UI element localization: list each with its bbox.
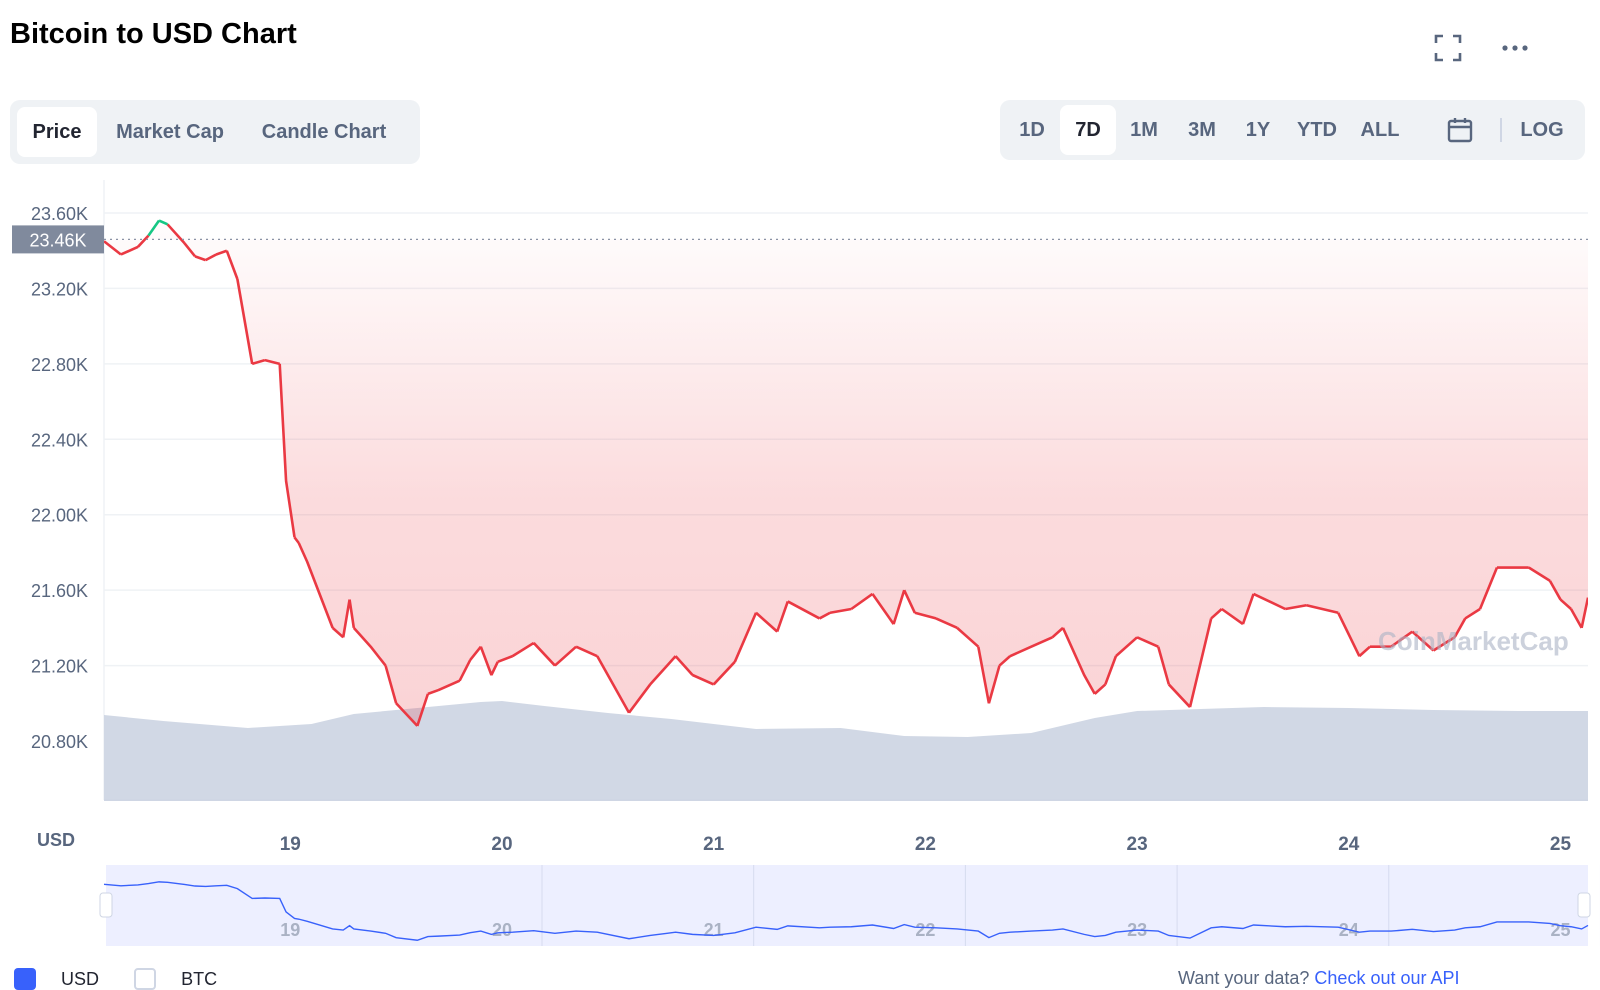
y-tick-label: 22.80K	[31, 355, 88, 375]
navigator-tick-label: 23	[1127, 920, 1147, 940]
x-tick-label: 19	[280, 834, 301, 855]
navigator-handle	[99, 892, 113, 918]
tab-market-cap[interactable]: Market Cap	[116, 121, 224, 143]
more-button[interactable]	[1499, 32, 1531, 64]
currency-axis-label: USD	[37, 830, 75, 850]
range-divider	[1500, 118, 1502, 142]
range-all[interactable]: ALL	[1360, 119, 1400, 141]
fullscreen-icon	[1434, 34, 1462, 62]
navigator-tick-label: 22	[915, 920, 935, 940]
range-ytd[interactable]: YTD	[1297, 119, 1337, 141]
x-tick-label: 20	[491, 834, 512, 855]
price-line-down	[104, 223, 1588, 727]
navigator-tick-label: 20	[492, 920, 512, 940]
tab-candle-chart[interactable]: Candle Chart	[261, 121, 387, 143]
navigator-tick-label: 24	[1339, 920, 1359, 940]
range-7d[interactable]: 7D	[1060, 105, 1116, 155]
range-1y[interactable]: 1Y	[1245, 119, 1271, 141]
current-price-tag	[12, 225, 104, 254]
y-tick-label: 21.60K	[31, 581, 88, 601]
navigator-tick-label: 19	[280, 920, 300, 940]
range-1d[interactable]: 1D	[1019, 119, 1045, 141]
y-tick-label: 21.20K	[31, 657, 88, 677]
range-tabs: 1D 7D 1M 3M 1Y YTD ALL LOG	[1000, 100, 1585, 160]
volume-area	[104, 701, 1588, 800]
y-tick-label: 20.80K	[31, 732, 88, 752]
legend-usd-label: USD	[61, 968, 100, 989]
footer-links: Want your data? Check out our API	[1178, 968, 1460, 989]
footer-text: Want your data?	[1178, 968, 1310, 988]
x-tick-label: 21	[703, 834, 725, 855]
navigator-tick-label: 25	[1550, 920, 1570, 940]
price-line-up	[147, 219, 169, 237]
api-link[interactable]: Check out our API	[1314, 968, 1460, 988]
log-toggle[interactable]: LOG	[1520, 119, 1564, 141]
price-area-fill	[104, 220, 1588, 726]
calendar-icon	[1447, 118, 1473, 143]
navigator-window	[106, 865, 1588, 946]
chart-type-tabs: Price Market Cap Candle Chart	[10, 100, 420, 164]
x-tick-label: 22	[915, 834, 936, 855]
x-tick-label: 25	[1550, 834, 1572, 855]
watermark: CoinMarketCap	[1378, 626, 1569, 656]
current-price-label: 23.46K	[29, 230, 86, 250]
y-tick-label: 23.20K	[31, 279, 88, 299]
range-3m[interactable]: 3M	[1188, 119, 1216, 141]
y-tick-label: 23.60K	[31, 204, 88, 224]
chart-title: Bitcoin to USD Chart	[10, 18, 297, 50]
date-picker-button[interactable]	[1440, 105, 1480, 155]
fullscreen-button[interactable]	[1432, 32, 1464, 64]
tab-price[interactable]: Price	[17, 107, 97, 157]
x-tick-label: 23	[1127, 834, 1148, 855]
legend-usd-swatch[interactable]	[14, 968, 36, 990]
range-1m[interactable]: 1M	[1130, 119, 1158, 141]
navigator-handle	[1577, 892, 1591, 918]
legend: USD BTC	[14, 968, 218, 990]
x-tick-label: 24	[1338, 834, 1360, 855]
y-tick-label: 22.00K	[31, 506, 88, 526]
legend-btc-label: BTC	[181, 968, 218, 989]
navigator-tick-label: 21	[704, 920, 724, 940]
y-tick-label: 22.40K	[31, 430, 88, 450]
more-icon	[1502, 45, 1528, 51]
legend-btc-swatch[interactable]	[134, 968, 157, 990]
navigator-line	[103, 881, 1589, 941]
